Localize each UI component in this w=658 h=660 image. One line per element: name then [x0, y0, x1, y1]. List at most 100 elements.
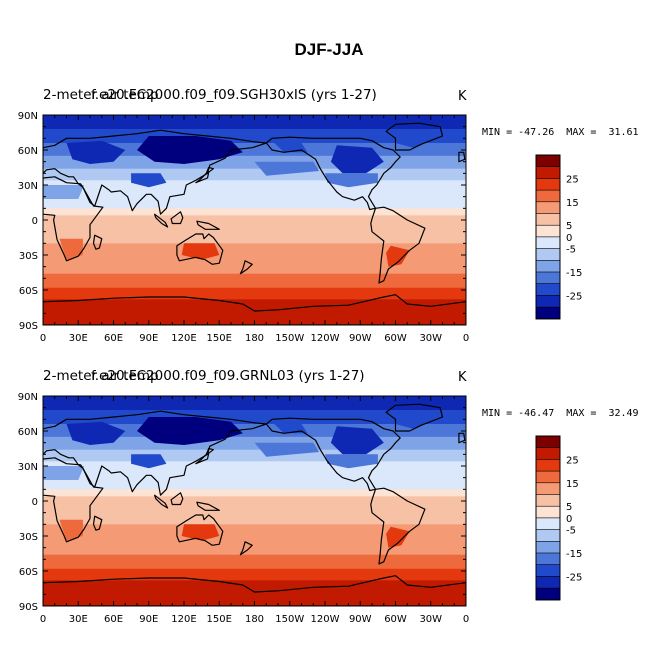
x-tick-label: 90E — [139, 333, 158, 344]
temperature-band — [43, 564, 466, 572]
x-tick-label: 30E — [69, 614, 88, 625]
x-tick-label: 120W — [311, 614, 340, 625]
y-tick-label: 30S — [19, 532, 38, 543]
min-max-label: MIN = -46.47 MAX = 32.49 — [482, 408, 639, 419]
colorbar-box — [535, 201, 561, 215]
map-field — [43, 396, 466, 606]
sumatra-coastline — [154, 213, 169, 228]
new-guinea-coastline — [196, 501, 220, 511]
southern-ocean-region — [43, 287, 466, 297]
colorbar-box — [535, 470, 561, 484]
namerica-cold-region — [330, 145, 384, 174]
japan-coastline — [195, 166, 214, 184]
eurasia-coastline — [43, 129, 267, 215]
africa-south-region — [59, 238, 83, 260]
y-tick-label: 0 — [32, 497, 38, 508]
temperature-band — [43, 554, 466, 565]
y-tick-label: 30S — [19, 251, 38, 262]
y-tick-label: 60N — [18, 146, 38, 157]
antarctica-coastline — [43, 294, 466, 325]
tibet-cold-region — [131, 454, 167, 469]
samerica-warm-region — [386, 526, 410, 548]
temperature-band — [43, 194, 466, 209]
colorbar-box — [535, 283, 561, 296]
map-field — [43, 115, 466, 325]
colorbar-label: -15 — [566, 268, 582, 279]
north-america-coastline — [265, 417, 401, 492]
temperature-band — [43, 283, 466, 291]
x-tick-label: 30W — [419, 614, 442, 625]
colorbar-box — [535, 236, 561, 250]
africa-south-region — [59, 519, 83, 541]
x-tick-label: 60E — [104, 333, 123, 344]
x-tick-label: 90E — [139, 614, 158, 625]
x-tick-label: 30E — [69, 333, 88, 344]
sahara-mid-region — [43, 466, 85, 480]
y-tick-label: 90S — [19, 602, 38, 613]
x-tick-label: 120E — [171, 333, 196, 344]
colorbar-box — [535, 587, 561, 601]
siberia-core-region — [160, 421, 220, 436]
x-tick-label: 120W — [311, 333, 340, 344]
namerica-cold-region — [330, 426, 384, 455]
uk-coastline — [458, 151, 466, 163]
x-tick-label: 150E — [207, 333, 232, 344]
namerica-mid-region — [325, 454, 378, 469]
temperature-band — [43, 229, 466, 244]
colorbar-box — [535, 295, 561, 308]
colorbar-box — [535, 541, 561, 554]
temperature-band — [43, 475, 466, 490]
y-tick-label: 90N — [18, 111, 38, 122]
madagascar-coastline — [92, 515, 103, 531]
x-tick-label: 0 — [40, 614, 46, 625]
temperature-band — [43, 510, 466, 525]
x-tick-label: 180 — [245, 614, 264, 625]
map-panel-2: 2-meter air temp f.e20.FC2000.f09_f09.GR… — [0, 366, 658, 636]
colorbar-box — [535, 271, 561, 285]
y-tick-label: 60S — [19, 286, 38, 297]
antarctica-coastline — [43, 575, 466, 606]
max-label: MAX = 31.61 — [566, 127, 639, 138]
sahara-mid-region — [43, 185, 85, 199]
x-tick-label: 0 — [463, 333, 469, 344]
y-tick-label: 90S — [19, 321, 38, 332]
europe-cold-region — [66, 140, 126, 164]
colorbar-box — [535, 178, 561, 191]
temperature-band — [43, 259, 466, 275]
colorbar-box — [535, 447, 561, 460]
southern-ocean-region — [43, 568, 466, 578]
figure-title: DJF-JJA — [294, 40, 364, 59]
temperature-band — [43, 449, 466, 462]
greenland-cold-region — [395, 410, 437, 429]
colorbar-box — [535, 459, 561, 472]
colorbar-box — [535, 576, 561, 589]
x-tick-label: 180 — [245, 333, 264, 344]
greenland-cold-region — [395, 129, 437, 148]
colorbar-box — [535, 248, 561, 261]
temperature-band — [43, 208, 466, 216]
south-america-coastline — [370, 206, 426, 284]
temperature-band — [43, 524, 466, 542]
colorbar-label: 5 — [566, 502, 572, 513]
eurasia-coastline — [43, 410, 267, 496]
panel-case-title: f.e20.FC2000.f09_f09.GRNL03 (yrs 1-27) — [91, 368, 365, 384]
temperature-band — [43, 580, 466, 593]
y-tick-label: 30N — [18, 462, 38, 473]
colorbar-box — [535, 529, 561, 542]
colorbar-label: 5 — [566, 221, 572, 232]
map-plot-1: 0 30E 60E 90E 120E 150E 180 150W 120W 90W 60W 30W 09… — [18, 111, 583, 344]
temperature-band — [43, 243, 466, 261]
min-max-label: MIN = -47.26 MAX = 31.61 — [482, 127, 639, 138]
panel-variable-title: 2-meter air temp — [43, 368, 159, 384]
units-label: K — [458, 89, 467, 104]
x-tick-label: 0 — [463, 614, 469, 625]
x-tick-label: 90W — [349, 333, 372, 344]
borneo-coastline — [170, 211, 184, 225]
colorbar-box — [535, 166, 561, 179]
temperature-band — [43, 496, 466, 511]
x-tick-label: 0 — [40, 333, 46, 344]
greenland-coastline — [385, 403, 444, 432]
australia-warm-region — [181, 243, 220, 260]
colorbar-box — [535, 306, 561, 320]
x-tick-label: 150W — [275, 614, 304, 625]
